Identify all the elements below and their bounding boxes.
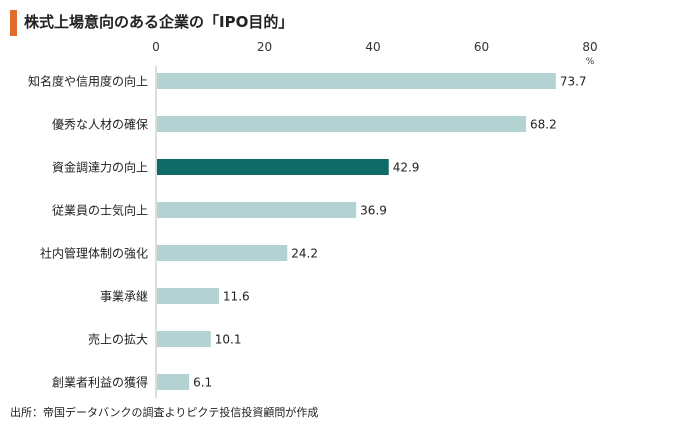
category-label: 優秀な人材の確保 <box>52 117 148 132</box>
x-tick-label: 0 <box>152 40 160 54</box>
bar <box>157 159 389 175</box>
bar <box>157 116 526 132</box>
bar <box>157 202 357 218</box>
category-label: 資金調達力の向上 <box>52 160 148 175</box>
category-label: 売上の拡大 <box>88 332 148 347</box>
bar-value-label: 68.2 <box>530 118 557 132</box>
bar <box>157 73 556 89</box>
category-label: 知名度や信用度の向上 <box>28 74 148 89</box>
bar <box>157 331 211 347</box>
bar-value-label: 10.1 <box>215 333 242 347</box>
bar <box>157 245 288 261</box>
bar <box>157 288 219 304</box>
bar <box>157 374 190 390</box>
category-label: 従業員の士気向上 <box>52 203 148 218</box>
bar-value-label: 24.2 <box>291 247 318 261</box>
bar-value-label: 11.6 <box>223 290 250 304</box>
source-note: 出所：帝国データバンクの調査よりピクテ投信投資顧問が作成 <box>10 406 319 419</box>
bar-value-label: 6.1 <box>193 376 212 390</box>
title-accent-bar <box>10 10 17 36</box>
x-axis-unit: % <box>586 57 595 67</box>
bar-value-label: 36.9 <box>360 204 387 218</box>
x-tick-label: 20 <box>257 40 272 54</box>
category-label: 社内管理体制の強化 <box>40 246 148 261</box>
bar-value-label: 42.9 <box>393 161 420 175</box>
x-tick-label: 80 <box>582 40 597 54</box>
x-tick-label: 60 <box>474 40 489 54</box>
bar-value-label: 73.7 <box>560 75 587 89</box>
x-tick-label: 40 <box>365 40 380 54</box>
bar-chart: 0 20 40 60 80% 知名度や信用度の向上 73.7 優秀な人材の確保 68.2 資金調達… <box>28 40 598 398</box>
category-label: 事業承継 <box>100 289 148 304</box>
chart-title: 株式上場意向のある企業の「IPO目的」 <box>24 13 294 31</box>
category-label: 創業者利益の獲得 <box>52 375 148 390</box>
